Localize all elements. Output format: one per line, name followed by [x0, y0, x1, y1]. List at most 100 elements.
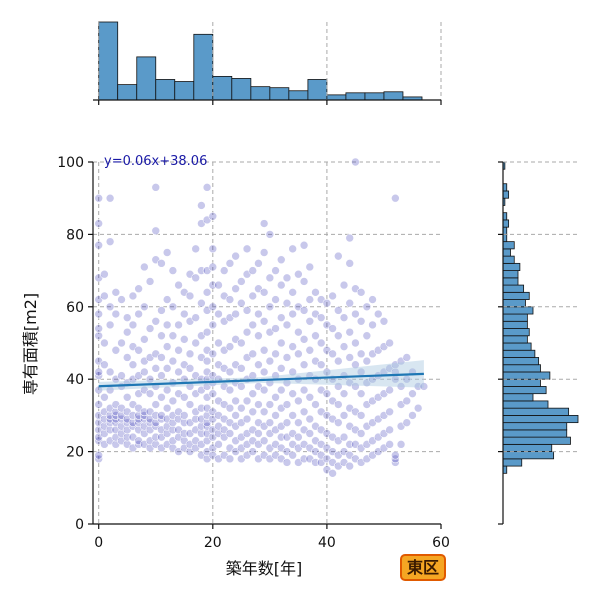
scatter-point: [299, 306, 309, 315]
scatter-point: [231, 396, 240, 406]
scatter-point: [362, 356, 372, 366]
top-histogram: [93, 21, 442, 105]
scatter-point: [345, 327, 355, 337]
top-hist-bar: [212, 75, 233, 101]
scatter-point: [334, 382, 343, 391]
right-hist-bar: [502, 458, 523, 467]
scatter-point: [299, 385, 309, 395]
scatter-point: [356, 288, 366, 297]
scatter-point: [94, 400, 104, 409]
scatter-point: [214, 338, 223, 348]
scatter-point: [134, 284, 143, 294]
scatter-point: [94, 240, 104, 250]
right-hist-bar: [502, 364, 541, 373]
scatter-point: [208, 212, 218, 221]
scatter-point: [100, 291, 109, 301]
top-hist-bar: [174, 81, 195, 101]
right-hist-bar: [502, 414, 579, 424]
scatter-point: [356, 429, 366, 438]
scatter-point: [322, 389, 332, 398]
scatter-point: [100, 338, 109, 348]
scatter-point: [299, 240, 309, 250]
scatter-point: [362, 302, 372, 312]
scatter-point: [174, 280, 183, 290]
scatter-point: [248, 389, 258, 398]
scatter-point: [328, 324, 337, 333]
scatter-point: [351, 309, 360, 319]
scatter-point: [288, 367, 297, 377]
scatter-point: [316, 338, 326, 348]
top-hist-bar: [307, 79, 328, 101]
scatter-point: [385, 338, 394, 348]
scatter-point: [174, 345, 183, 355]
scatter-point: [168, 302, 178, 312]
scatter-point: [339, 280, 349, 290]
scatter-point: [305, 392, 315, 402]
scatter-point: [105, 302, 115, 312]
right-hist-bar: [502, 378, 541, 387]
scatter-point: [271, 411, 280, 420]
top-hist-bar: [345, 92, 366, 101]
scatter-point: [402, 396, 412, 406]
scatter-point: [351, 338, 360, 348]
scatter-point: [134, 345, 143, 355]
scatter-point: [179, 411, 189, 420]
scatter-point: [254, 429, 263, 438]
scatter-point: [299, 277, 309, 286]
x-tick-label: 0: [94, 535, 103, 551]
scatter-point: [185, 364, 195, 373]
right-hist-bar: [502, 255, 515, 264]
scatter-point: [111, 288, 121, 297]
scatter-point: [145, 389, 155, 398]
scatter-point: [128, 320, 138, 330]
scatter-point: [94, 324, 104, 333]
scatter-point: [151, 316, 161, 326]
scatter-point: [208, 262, 218, 272]
scatter-point: [248, 266, 258, 275]
scatter-point: [225, 342, 235, 351]
scatter-point: [271, 324, 280, 333]
scatter-point: [94, 219, 104, 228]
scatter-point: [316, 313, 326, 322]
scatter-point: [413, 403, 423, 413]
scatter-point: [202, 327, 212, 337]
scatter-point: [122, 353, 132, 362]
scatter-point: [282, 418, 292, 427]
scatter-point: [282, 400, 292, 409]
scatter-point: [385, 407, 394, 417]
scatter-point: [208, 244, 218, 254]
scatter-point: [117, 295, 126, 304]
scatter-point: [271, 295, 280, 304]
scatter-point: [328, 349, 337, 359]
scatter-point: [157, 331, 166, 341]
scatter-point: [105, 237, 115, 246]
regression-equation: y=0.06x+38.06: [104, 154, 207, 169]
scatter-point: [402, 353, 412, 362]
top-hist-bar: [364, 92, 385, 101]
scatter-point: [134, 309, 143, 319]
right-hist-bar: [502, 422, 568, 431]
scatter-point: [271, 266, 280, 275]
scatter-point: [276, 280, 286, 290]
scatter-point: [162, 295, 172, 304]
scatter-point: [385, 440, 394, 449]
scatter-point: [94, 454, 104, 464]
scatter-point: [100, 269, 109, 279]
scatter-point: [191, 244, 200, 254]
scatter-point: [276, 255, 286, 265]
right-hist-bar: [502, 393, 534, 402]
right-hist-bar: [502, 320, 528, 329]
scatter-point: [179, 309, 189, 319]
right-hist-bar: [502, 451, 555, 460]
scatter-point: [237, 298, 246, 308]
scatter-point: [94, 367, 104, 377]
scatter-point: [157, 371, 166, 380]
scatter-point: [179, 335, 189, 344]
scatter-point: [162, 364, 172, 373]
scatter-point: [225, 295, 235, 304]
scatter-point: [345, 259, 355, 268]
right-hist-bar: [502, 429, 568, 438]
scatter-point: [345, 298, 355, 308]
scatter-point: [299, 360, 309, 370]
scatter-point: [265, 400, 275, 409]
